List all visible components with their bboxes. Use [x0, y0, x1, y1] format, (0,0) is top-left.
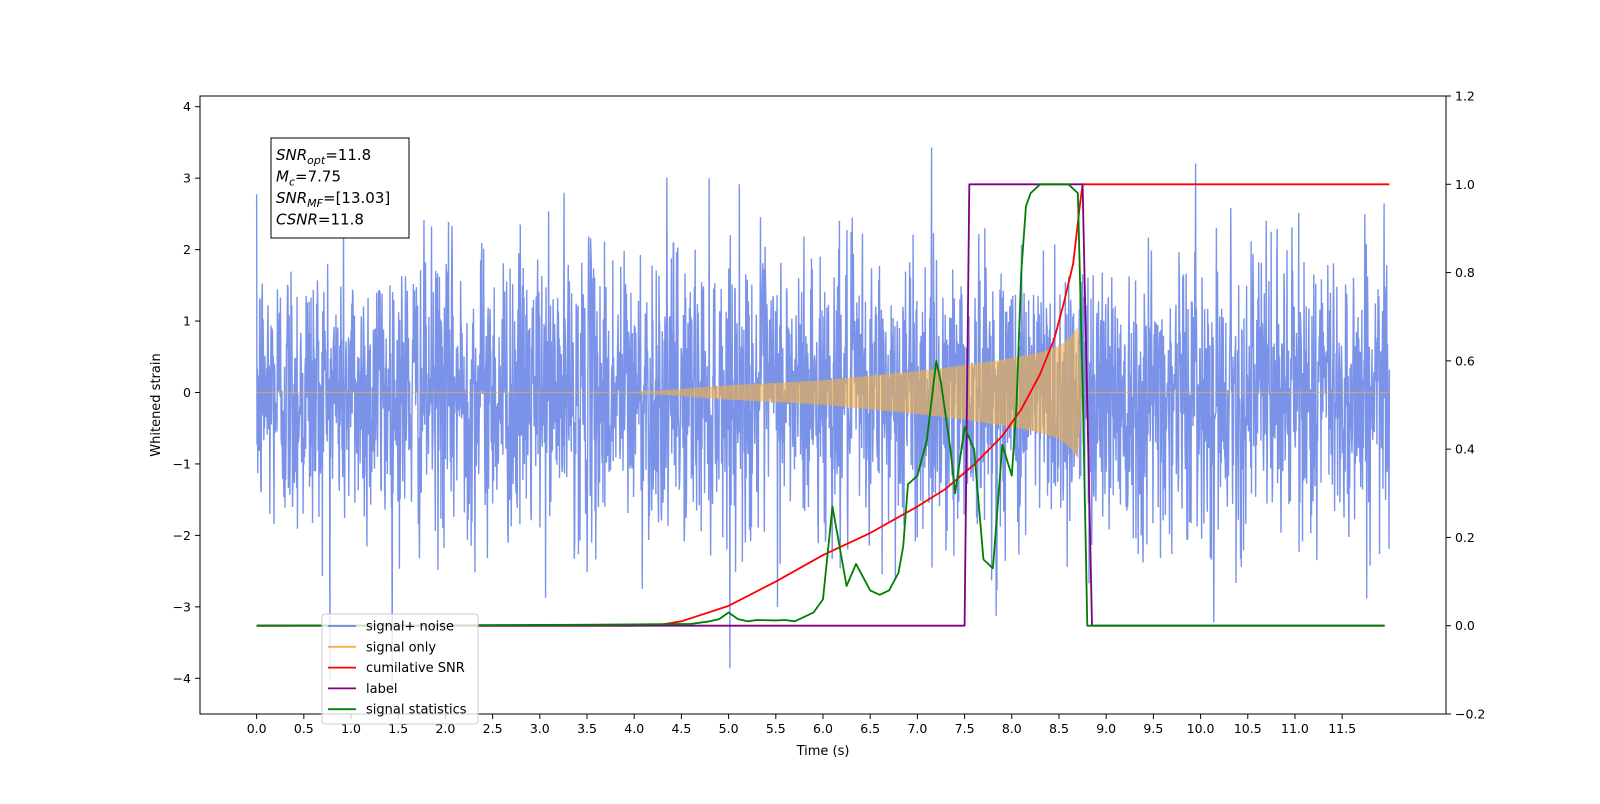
x-axis-label: Time (s) [796, 744, 850, 759]
x-tick-label: 6.5 [860, 721, 880, 736]
legend-label: label [366, 682, 397, 697]
annotation-symbol: SNR [276, 146, 307, 164]
y-right-tick-label: 0.6 [1455, 353, 1475, 368]
legend-label: signal+ noise [366, 620, 454, 635]
x-tick-label: 0.0 [247, 721, 267, 736]
series-layer [255, 147, 1391, 686]
annotation-value: =7.75 [295, 168, 341, 186]
x-tick-label: 6.0 [813, 721, 833, 736]
annotation-value: =11.8 [318, 211, 364, 229]
legend-frame [321, 613, 479, 725]
y-right-tick-label: 0.4 [1455, 442, 1475, 457]
annotation-symbol: CSNR [276, 211, 318, 229]
x-tick-label: 3.0 [530, 721, 550, 736]
y-tick-label: 1 [183, 314, 191, 329]
y-right-tick-label: −0.2 [1455, 707, 1485, 722]
annotation-symbol: M [276, 168, 289, 186]
x-tick-label: 11.0 [1281, 721, 1309, 736]
y-right-tick-label: 1.0 [1455, 177, 1475, 192]
y-tick-label: −1 [173, 456, 191, 471]
y-axis-right: 1.2 1.0 0.8 0.6 0.4 0.2 0.0 −0.2 [1446, 89, 1485, 722]
legend-label: cumilative SNR [366, 661, 465, 676]
x-tick-label: 2.5 [483, 721, 503, 736]
annotation-line: Mc=7.75 [276, 168, 341, 189]
x-tick-label: 3.5 [577, 721, 597, 736]
x-tick-label: 4.0 [624, 721, 644, 736]
x-tick-label: 8.0 [1002, 721, 1022, 736]
series-signal-only [256, 327, 1390, 459]
y-right-tick-label: 0.8 [1455, 265, 1475, 280]
y-tick-label: −2 [173, 528, 191, 543]
y-tick-label: 3 [183, 171, 191, 186]
y-tick-label: 4 [183, 99, 191, 114]
y-right-tick-label: 0.2 [1455, 530, 1475, 545]
annotation-line: CSNR=11.8 [276, 211, 364, 229]
y-tick-label: −3 [173, 599, 191, 614]
annotation-value: =[13.03] [323, 189, 390, 207]
legend-label: signal only [366, 640, 436, 655]
x-tick-label: 5.5 [766, 721, 786, 736]
y-tick-label: 0 [183, 385, 191, 400]
x-tick-label: 5.0 [719, 721, 739, 736]
x-tick-label: 7.0 [907, 721, 927, 736]
annotation-symbol: SNR [276, 189, 307, 207]
x-tick-label: 2.0 [435, 721, 455, 736]
annotation-line: SNRMF=[13.03] [276, 189, 390, 210]
annotation-value: =11.8 [325, 146, 371, 164]
x-tick-label: 0.5 [294, 721, 314, 736]
annotation-subscript: c [289, 176, 295, 189]
y-right-tick-label: 0.0 [1455, 618, 1475, 633]
x-tick-label: 9.0 [1096, 721, 1116, 736]
series-signal-statistics [256, 183, 1385, 627]
y-right-tick-label: 1.2 [1455, 89, 1475, 104]
annotation-subscript: MF [307, 197, 323, 210]
annotation-subscript: opt [307, 154, 326, 167]
y-tick-label: −4 [173, 671, 191, 686]
x-axis: 0.0 0.5 1.0 1.5 2.0 2.5 3.0 3.5 4.0 4.5 5.0 5.5 6.0 6… [247, 714, 1356, 736]
x-tick-label: 1.5 [388, 721, 408, 736]
x-tick-label: 9.5 [1143, 721, 1163, 736]
legend: signal+ noise signal only cumilative SNR la… [321, 613, 479, 725]
x-tick-label: 10.5 [1234, 721, 1262, 736]
y-tick-label: 2 [183, 242, 191, 257]
x-tick-label: 7.5 [955, 721, 975, 736]
series-signal-noise [255, 147, 1391, 686]
annotation-line: SNRopt=11.8 [276, 146, 371, 167]
annotation-frame [270, 137, 410, 239]
x-tick-label: 11.5 [1328, 721, 1356, 736]
y-axis-label: Whitened strain [149, 353, 164, 456]
x-tick-label: 10.0 [1187, 721, 1215, 736]
x-tick-label: 1.0 [341, 721, 361, 736]
x-tick-label: 4.5 [671, 721, 691, 736]
y-axis-left: 4 3 2 1 0 −1 −2 −3 −4 [173, 99, 200, 686]
x-tick-label: 8.5 [1049, 721, 1069, 736]
legend-label: signal statistics [366, 703, 467, 718]
